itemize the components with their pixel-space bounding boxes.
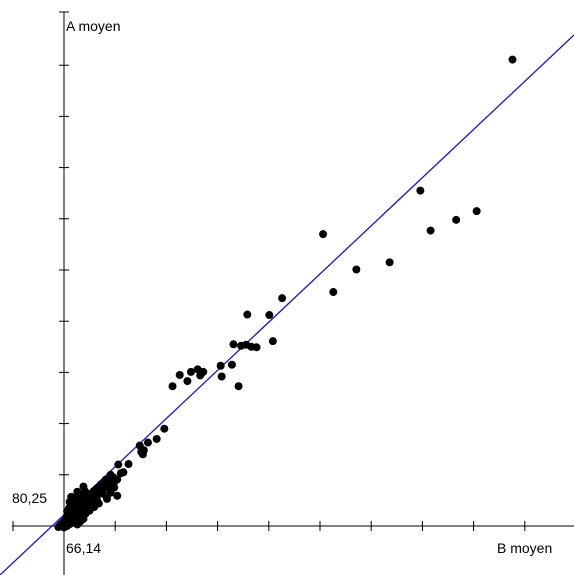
- data-point-120: [227, 360, 236, 369]
- data-point-135: [452, 215, 461, 224]
- data-point-110: [138, 450, 147, 459]
- data-point-131: [352, 265, 361, 274]
- x-origin-tick-label: 66,14: [66, 540, 101, 556]
- x-axis-label: B moyen: [497, 540, 552, 556]
- data-point-118: [216, 361, 225, 370]
- data-point-94: [91, 491, 100, 500]
- data-point-117: [196, 371, 205, 380]
- data-point-75: [73, 487, 82, 496]
- data-point-129: [319, 230, 328, 239]
- data-point-74: [67, 492, 76, 501]
- data-point-81: [106, 488, 115, 497]
- data-point-125: [234, 382, 243, 391]
- data-point-103: [71, 514, 80, 523]
- data-point-102: [77, 510, 86, 519]
- data-point-107: [160, 424, 169, 433]
- data-point-126: [265, 311, 274, 320]
- data-point-83: [113, 491, 122, 500]
- points-group: [54, 55, 517, 532]
- axes-group: [12, 11, 574, 575]
- data-point-124: [242, 340, 251, 349]
- data-point-101: [103, 494, 112, 503]
- data-point-27: [114, 460, 123, 469]
- data-point-99: [116, 469, 125, 478]
- data-point-130: [329, 288, 338, 297]
- data-point-138: [243, 310, 252, 319]
- data-point-119: [217, 372, 226, 381]
- y-axis-label: A moyen: [66, 18, 120, 34]
- data-point-106: [152, 434, 161, 443]
- data-point-113: [183, 377, 192, 386]
- data-point-132: [385, 258, 394, 267]
- data-point-111: [168, 382, 177, 391]
- data-point-98: [101, 482, 110, 491]
- data-point-122: [229, 340, 238, 349]
- data-point-100: [124, 460, 133, 469]
- data-point-86: [65, 514, 74, 523]
- data-point-76: [79, 482, 88, 491]
- data-point-134: [426, 226, 435, 235]
- data-point-136: [472, 207, 481, 216]
- data-point-139: [278, 294, 287, 303]
- data-point-137: [508, 55, 517, 64]
- data-point-114: [186, 367, 195, 376]
- data-point-112: [175, 370, 184, 379]
- y-origin-tick-label: 80,25: [12, 490, 47, 506]
- data-point-96: [109, 473, 118, 482]
- data-point-128: [252, 343, 261, 352]
- data-point-127: [268, 337, 277, 346]
- data-point-133: [416, 186, 425, 195]
- data-point-105: [143, 438, 152, 447]
